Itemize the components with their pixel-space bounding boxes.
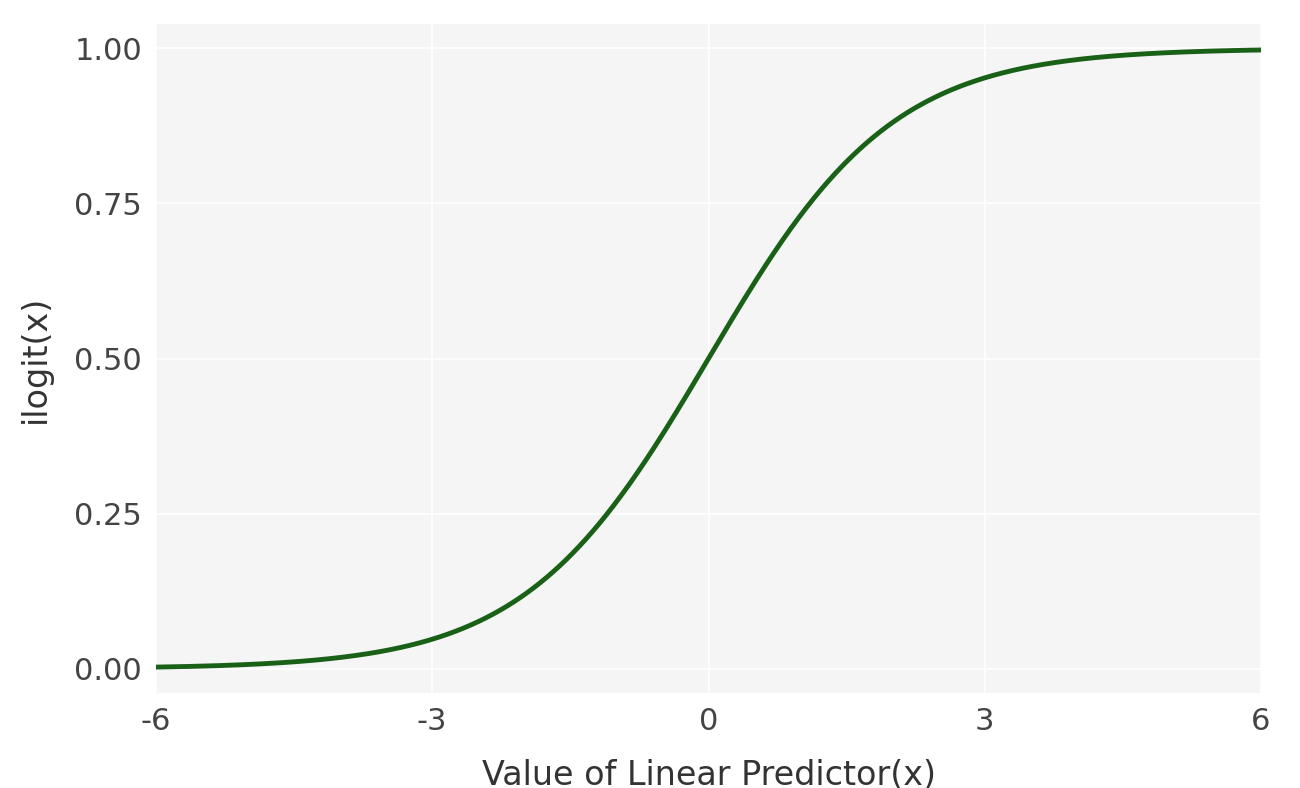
- Y-axis label: ilogit(x): ilogit(x): [20, 295, 52, 422]
- X-axis label: Value of Linear Predictor(x): Value of Linear Predictor(x): [481, 759, 936, 788]
